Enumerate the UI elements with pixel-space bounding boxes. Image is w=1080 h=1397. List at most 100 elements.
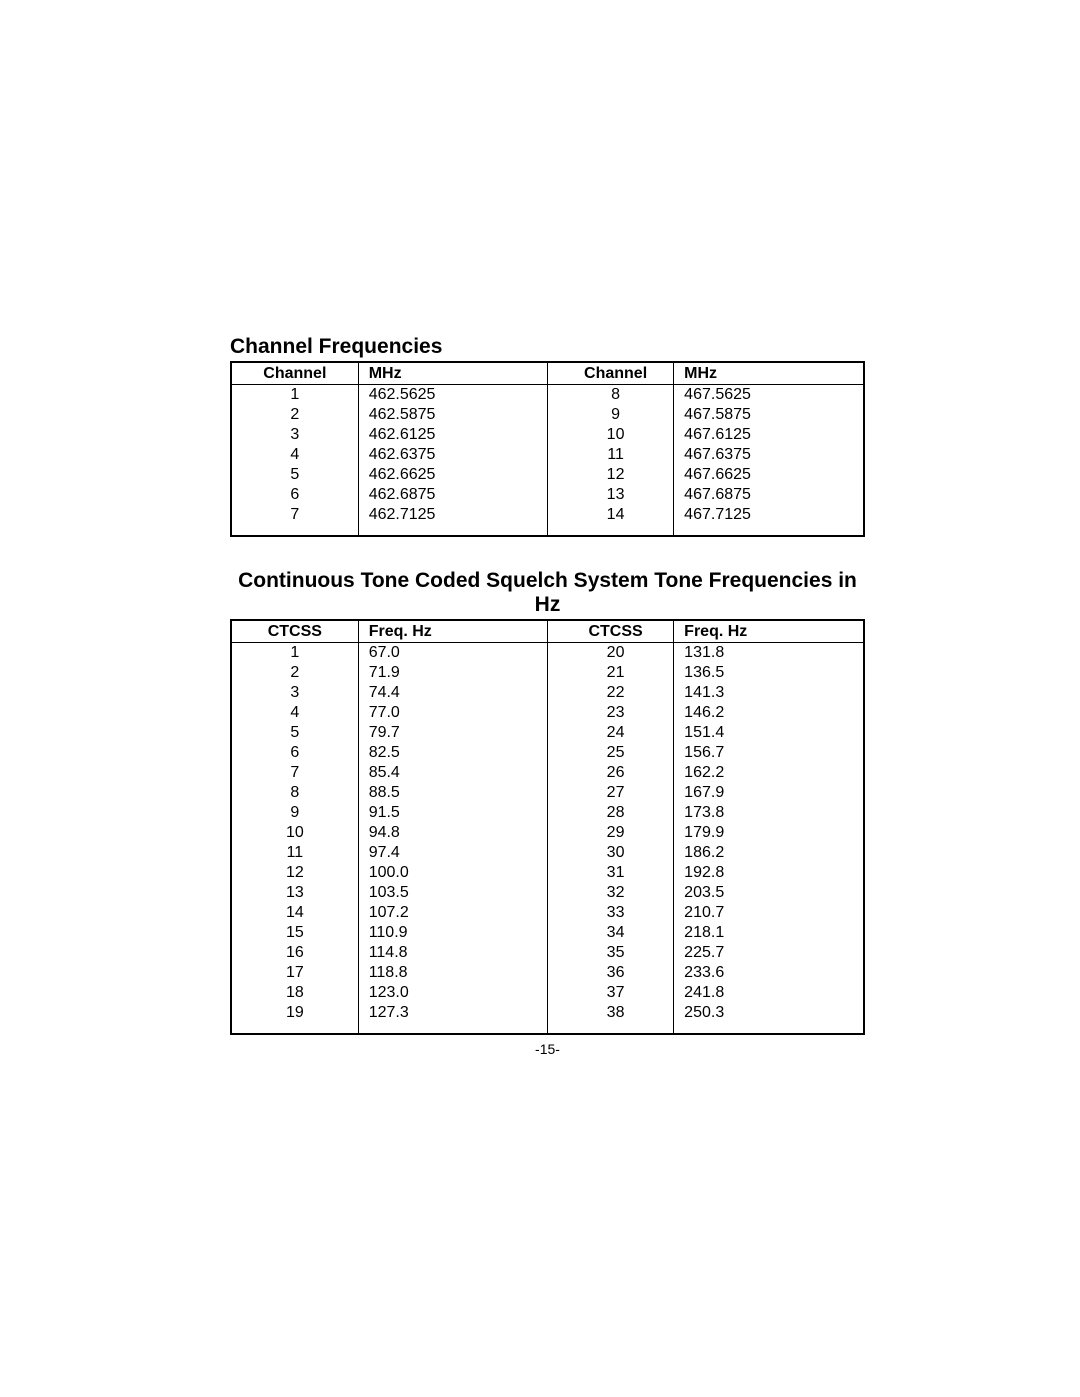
channel-frequencies-table: Channel MHz Channel MHz 1462.56258467.56…: [232, 363, 863, 535]
column-header: MHz: [674, 363, 863, 385]
table-cell: 218.1: [674, 923, 863, 943]
table-cell: 3: [232, 683, 358, 703]
table-cell: 28: [547, 803, 673, 823]
page: Channel Frequencies Channel MHz Channel …: [0, 0, 1080, 1397]
table-cell: 7: [232, 505, 358, 535]
table-cell: 462.6875: [358, 485, 547, 505]
column-header: MHz: [358, 363, 547, 385]
table-cell: 467.5875: [674, 405, 863, 425]
table-cell: 203.5: [674, 883, 863, 903]
table-cell: 85.4: [358, 763, 547, 783]
table-cell: 14: [547, 505, 673, 535]
table-cell: 21: [547, 663, 673, 683]
table-cell: 32: [547, 883, 673, 903]
page-number: -15-: [230, 1041, 865, 1057]
table-row: 1197.430186.2: [232, 843, 863, 863]
table-cell: 37: [547, 983, 673, 1003]
table-cell: 467.6125: [674, 425, 863, 445]
table-row: 785.426162.2: [232, 763, 863, 783]
table-cell: 24: [547, 723, 673, 743]
table-cell: 9: [547, 405, 673, 425]
table-cell: 173.8: [674, 803, 863, 823]
ctcss-table-frame: CTCSS Freq. Hz CTCSS Freq. Hz 167.020131…: [230, 621, 865, 1035]
table-cell: 127.3: [358, 1003, 547, 1033]
table-cell: 67.0: [358, 643, 547, 664]
table-cell: 8: [547, 385, 673, 406]
table-cell: 3: [232, 425, 358, 445]
table-cell: 9: [232, 803, 358, 823]
table-row: 12100.031192.8: [232, 863, 863, 883]
table-row: 579.724151.4: [232, 723, 863, 743]
table-cell: 6: [232, 743, 358, 763]
column-header: Channel: [232, 363, 358, 385]
table-cell: 114.8: [358, 943, 547, 963]
table-cell: 12: [232, 863, 358, 883]
table-row: 1094.829179.9: [232, 823, 863, 843]
table-cell: 26: [547, 763, 673, 783]
table-cell: 18: [232, 983, 358, 1003]
table-cell: 33: [547, 903, 673, 923]
table-cell: 100.0: [358, 863, 547, 883]
table-row: 5462.662512467.6625: [232, 465, 863, 485]
table-cell: 10: [547, 425, 673, 445]
table-header-row: CTCSS Freq. Hz CTCSS Freq. Hz: [232, 621, 863, 643]
table-cell: 13: [232, 883, 358, 903]
table-cell: 11: [232, 843, 358, 863]
table-cell: 29: [547, 823, 673, 843]
table-cell: 186.2: [674, 843, 863, 863]
table-cell: 94.8: [358, 823, 547, 843]
table-cell: 462.6125: [358, 425, 547, 445]
table-row: 167.020131.8: [232, 643, 863, 664]
table-cell: 5: [232, 723, 358, 743]
table-cell: 31: [547, 863, 673, 883]
table-cell: 71.9: [358, 663, 547, 683]
table-cell: 36: [547, 963, 673, 983]
table-cell: 131.8: [674, 643, 863, 664]
table-row: 888.527167.9: [232, 783, 863, 803]
table-cell: 2: [232, 405, 358, 425]
table-row: 14107.233210.7: [232, 903, 863, 923]
table-cell: 123.0: [358, 983, 547, 1003]
table-row: 271.921136.5: [232, 663, 863, 683]
table-row: 477.023146.2: [232, 703, 863, 723]
table-cell: 462.5875: [358, 405, 547, 425]
table-cell: 156.7: [674, 743, 863, 763]
column-header: Freq. Hz: [358, 621, 547, 643]
table-cell: 17: [232, 963, 358, 983]
column-header: CTCSS: [232, 621, 358, 643]
table-cell: 151.4: [674, 723, 863, 743]
table-cell: 167.9: [674, 783, 863, 803]
table-cell: 38: [547, 1003, 673, 1033]
table-row: 18123.037241.8: [232, 983, 863, 1003]
table-cell: 250.3: [674, 1003, 863, 1033]
table-cell: 4: [232, 703, 358, 723]
table-cell: 1: [232, 643, 358, 664]
table-row: 1462.56258467.5625: [232, 385, 863, 406]
table-cell: 462.6375: [358, 445, 547, 465]
table-cell: 20: [547, 643, 673, 664]
table-cell: 462.7125: [358, 505, 547, 535]
table-cell: 25: [547, 743, 673, 763]
table-cell: 16: [232, 943, 358, 963]
table-cell: 107.2: [358, 903, 547, 923]
table-cell: 77.0: [358, 703, 547, 723]
table-cell: 74.4: [358, 683, 547, 703]
table-header-row: Channel MHz Channel MHz: [232, 363, 863, 385]
column-header: Channel: [547, 363, 673, 385]
table-cell: 462.6625: [358, 465, 547, 485]
table-row: 3462.612510467.6125: [232, 425, 863, 445]
table-cell: 27: [547, 783, 673, 803]
table-cell: 11: [547, 445, 673, 465]
table-cell: 12: [547, 465, 673, 485]
table-cell: 467.5625: [674, 385, 863, 406]
table-cell: 88.5: [358, 783, 547, 803]
ctcss-title: Continuous Tone Coded Squelch System Ton…: [230, 569, 865, 621]
table-cell: 467.6625: [674, 465, 863, 485]
table-cell: 35: [547, 943, 673, 963]
table-cell: 23: [547, 703, 673, 723]
table-cell: 22: [547, 683, 673, 703]
table-cell: 2: [232, 663, 358, 683]
table-cell: 10: [232, 823, 358, 843]
table-cell: 14: [232, 903, 358, 923]
table-cell: 233.6: [674, 963, 863, 983]
